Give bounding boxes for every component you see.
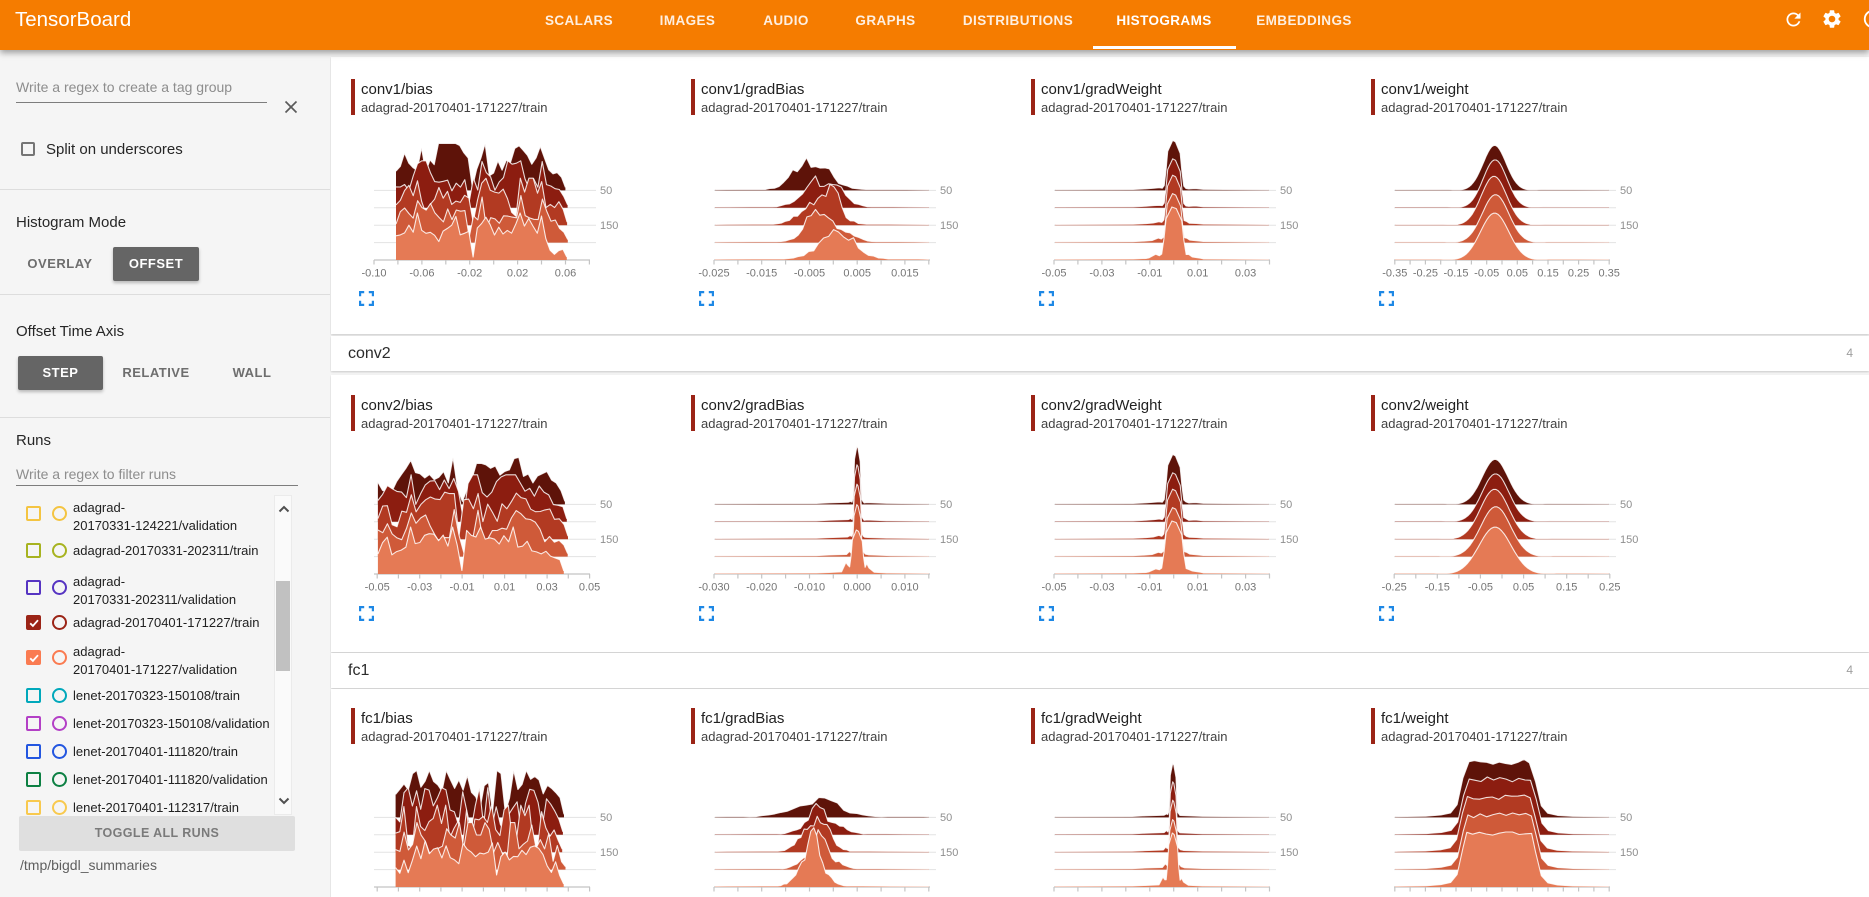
svg-text:50: 50 [600,812,612,824]
svg-text:50: 50 [600,499,612,511]
svg-text:0.15: 0.15 [1556,581,1577,593]
svg-text:150: 150 [600,220,618,232]
svg-text:0.015: 0.015 [891,267,919,279]
svg-text:-0.02: -0.02 [457,267,482,279]
svg-text:-0.01: -0.01 [1137,267,1162,279]
svg-text:0.05: 0.05 [1507,894,1528,895]
svg-text:-0.35: -0.35 [1382,894,1407,895]
svg-text:0.005: 0.005 [843,894,871,895]
svg-text:-0.05: -0.05 [1041,894,1066,895]
svg-text:50: 50 [1620,185,1632,197]
svg-text:150: 150 [1280,847,1298,859]
svg-text:50: 50 [1280,185,1292,197]
svg-text:0.05: 0.05 [1513,581,1534,593]
svg-text:-0.03: -0.03 [1089,267,1114,279]
svg-text:150: 150 [940,847,958,859]
svg-text:-0.06: -0.06 [409,267,434,279]
svg-text:-0.05: -0.05 [1041,581,1066,593]
svg-text:50: 50 [1280,499,1292,511]
svg-text:-0.03: -0.03 [1089,581,1114,593]
svg-text:0.000: 0.000 [843,581,871,593]
svg-text:0.15: 0.15 [1537,267,1558,279]
svg-text:-0.03: -0.03 [407,894,432,895]
svg-text:0.15: 0.15 [1537,894,1558,895]
svg-text:150: 150 [1620,220,1638,232]
svg-text:-0.15: -0.15 [1443,894,1468,895]
svg-text:-0.005: -0.005 [794,267,825,279]
svg-text:0.01: 0.01 [1187,267,1208,279]
svg-text:-0.015: -0.015 [746,894,777,895]
svg-text:150: 150 [1280,220,1298,232]
svg-text:0.35: 0.35 [1598,894,1619,895]
svg-text:-0.030: -0.030 [698,581,729,593]
svg-text:150: 150 [600,847,618,859]
svg-text:-0.10: -0.10 [361,267,386,279]
svg-text:50: 50 [1280,812,1292,824]
svg-text:-0.05: -0.05 [1474,894,1499,895]
svg-text:0.010: 0.010 [891,581,919,593]
svg-text:0.05: 0.05 [1507,267,1528,279]
svg-text:50: 50 [940,185,952,197]
svg-text:-0.05: -0.05 [1041,267,1066,279]
svg-text:150: 150 [1620,534,1638,546]
svg-text:150: 150 [1620,847,1638,859]
svg-text:-0.05: -0.05 [365,581,390,593]
svg-text:0.015: 0.015 [891,894,919,895]
svg-text:-0.010: -0.010 [794,581,825,593]
svg-text:-0.015: -0.015 [746,267,777,279]
svg-text:-0.25: -0.25 [1413,894,1438,895]
svg-text:-0.25: -0.25 [1382,581,1407,593]
svg-text:50: 50 [600,185,612,197]
svg-text:0.01: 0.01 [494,581,515,593]
svg-text:-0.025: -0.025 [698,894,729,895]
svg-text:-0.01: -0.01 [450,894,475,895]
svg-text:-0.03: -0.03 [407,581,432,593]
svg-text:0.25: 0.25 [1568,894,1589,895]
svg-text:-0.01: -0.01 [1137,581,1162,593]
svg-text:150: 150 [940,220,958,232]
svg-text:0.01: 0.01 [1187,894,1208,895]
svg-text:0.25: 0.25 [1568,267,1589,279]
svg-text:0.03: 0.03 [536,581,557,593]
svg-text:0.06: 0.06 [555,267,576,279]
svg-text:0.05: 0.05 [579,581,600,593]
svg-text:0.03: 0.03 [1235,581,1256,593]
svg-text:0.02: 0.02 [507,267,528,279]
svg-text:0.03: 0.03 [536,894,557,895]
svg-text:-0.01: -0.01 [1137,894,1162,895]
svg-text:-0.020: -0.020 [746,581,777,593]
svg-text:-0.35: -0.35 [1382,267,1407,279]
svg-text:-0.025: -0.025 [698,267,729,279]
svg-text:0.03: 0.03 [1235,267,1256,279]
svg-text:150: 150 [600,534,618,546]
svg-text:-0.01: -0.01 [450,581,475,593]
svg-text:0.05: 0.05 [579,894,600,895]
svg-text:0.005: 0.005 [843,267,871,279]
svg-text:-0.15: -0.15 [1425,581,1450,593]
svg-text:-0.03: -0.03 [1089,894,1114,895]
svg-text:0.03: 0.03 [1235,894,1256,895]
svg-text:-0.05: -0.05 [1468,581,1493,593]
svg-text:50: 50 [940,499,952,511]
svg-text:150: 150 [1280,534,1298,546]
svg-text:0.01: 0.01 [1187,581,1208,593]
svg-text:-0.25: -0.25 [1413,267,1438,279]
svg-text:-0.05: -0.05 [365,894,390,895]
svg-text:50: 50 [1620,812,1632,824]
svg-text:150: 150 [940,534,958,546]
svg-text:0.25: 0.25 [1599,581,1620,593]
svg-text:0.01: 0.01 [494,894,515,895]
svg-text:-0.15: -0.15 [1443,267,1468,279]
svg-text:50: 50 [940,812,952,824]
svg-text:-0.005: -0.005 [794,894,825,895]
svg-text:50: 50 [1620,499,1632,511]
svg-text:0.35: 0.35 [1598,267,1619,279]
svg-text:-0.05: -0.05 [1474,267,1499,279]
